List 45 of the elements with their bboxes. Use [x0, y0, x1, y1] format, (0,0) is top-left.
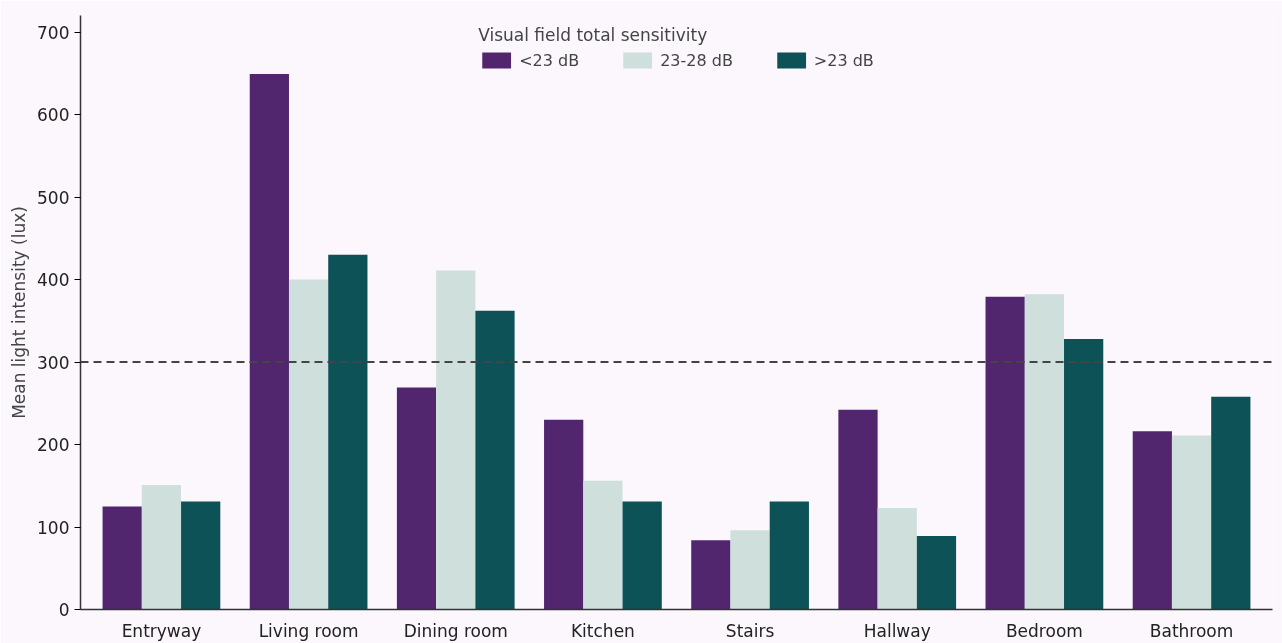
bar: [691, 540, 731, 610]
bar: [730, 530, 770, 610]
bar: [102, 506, 142, 610]
bar: [916, 536, 957, 610]
bar: [141, 484, 182, 610]
bar: [985, 296, 1025, 610]
bar: [1064, 338, 1104, 610]
legend-label: 23-28 dB: [660, 50, 733, 70]
x-tick-label: Bathroom: [1149, 620, 1234, 641]
legend-label: >23 dB: [813, 50, 874, 70]
bar: [838, 409, 878, 610]
y-axis-title: Mean light intensity (lux): [9, 206, 30, 419]
x-tick-label: Dining room: [403, 620, 508, 641]
bar: [622, 501, 662, 610]
y-tick-label: 600: [37, 105, 70, 125]
legend-title: Visual field total sensitivity: [478, 25, 709, 45]
bar: [249, 74, 289, 610]
bar: [328, 254, 368, 610]
bar: [1171, 435, 1212, 610]
bar: [1211, 396, 1251, 610]
bar: [769, 501, 809, 610]
legend-label: <23 dB: [519, 50, 580, 70]
x-tick-label: Hallway: [863, 620, 931, 641]
bar: [544, 419, 584, 610]
x-tick-label: Bedroom: [1005, 620, 1083, 641]
x-tick-label: Entryway: [121, 620, 202, 641]
bar: [436, 270, 476, 610]
y-tick-label: 400: [37, 270, 70, 290]
x-tick-label: Stairs: [725, 620, 775, 641]
bar: [475, 310, 515, 610]
y-tick-label: 700: [37, 22, 70, 43]
bar: [583, 480, 623, 610]
y-tick-label: 300: [37, 352, 70, 373]
bar: [1024, 294, 1065, 610]
bar: [1132, 431, 1172, 610]
y-tick-label: 500: [37, 187, 70, 208]
y-tick-label: 100: [37, 517, 70, 538]
y-tick-label: 200: [37, 435, 70, 455]
y-tick-label: 0: [58, 600, 70, 620]
bar: [877, 508, 917, 610]
x-tick-label: Kitchen: [570, 620, 635, 641]
x-tick-label: Living room: [258, 620, 359, 641]
bar: [288, 279, 329, 610]
bar: [181, 501, 221, 610]
bar: [396, 387, 437, 610]
